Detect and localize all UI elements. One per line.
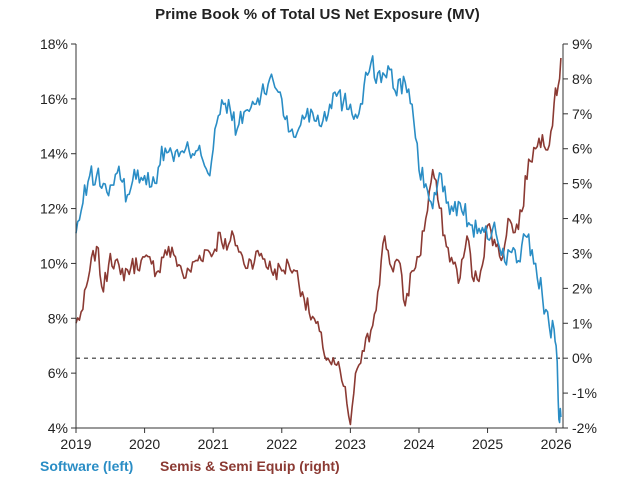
legend-software: Software (left) — [40, 458, 134, 474]
tick-labels: 4% 6% 8% 10% 12% 14% 16% 18% -2% -1% 0% 1% 2% 3% 4% 5% 6… — [40, 36, 597, 452]
y-right-tick-label: 0% — [572, 350, 592, 366]
y-right-tick-label: 1% — [572, 315, 592, 331]
x-tick-label: 2024 — [403, 436, 434, 452]
legend-semis: Semis & Semi Equip (right) — [160, 458, 340, 474]
y-left-tick-label: 10% — [40, 255, 68, 271]
chart-title: Prime Book % of Total US Net Exposure (M… — [155, 6, 480, 23]
y-left-tick-label: 16% — [40, 91, 68, 107]
y-right-tick-label: 5% — [572, 176, 592, 192]
y-right-tick-label: -2% — [572, 420, 597, 436]
y-left-tick-label: 6% — [48, 365, 68, 381]
axes — [71, 43, 568, 433]
x-tick-label: 2026 — [541, 436, 572, 452]
x-tick-label: 2020 — [129, 436, 160, 452]
series-line-software — [75, 55, 562, 424]
y-left-tick-label: 4% — [48, 420, 68, 436]
y-right-tick-label: 3% — [572, 245, 592, 261]
series-line-semis — [75, 57, 562, 426]
series-lines — [75, 55, 563, 426]
y-right-tick-label: 7% — [572, 106, 592, 122]
y-left-tick-label: 14% — [40, 146, 68, 162]
y-right-tick-label: -1% — [572, 385, 597, 401]
y-right-tick-label: 9% — [572, 36, 592, 52]
y-left-tick-label: 12% — [40, 201, 68, 217]
x-tick-label: 2021 — [198, 436, 229, 452]
y-left-tick-label: 8% — [48, 310, 68, 326]
x-tick-label: 2025 — [472, 436, 503, 452]
y-right-tick-label: 4% — [572, 211, 592, 227]
y-right-tick-label: 6% — [572, 141, 592, 157]
x-tick-label: 2023 — [335, 436, 366, 452]
y-left-tick-label: 18% — [40, 36, 68, 52]
x-tick-label: 2019 — [60, 436, 91, 452]
y-right-tick-label: 8% — [572, 71, 592, 87]
x-tick-label: 2022 — [266, 436, 297, 452]
y-right-tick-label: 2% — [572, 280, 592, 296]
